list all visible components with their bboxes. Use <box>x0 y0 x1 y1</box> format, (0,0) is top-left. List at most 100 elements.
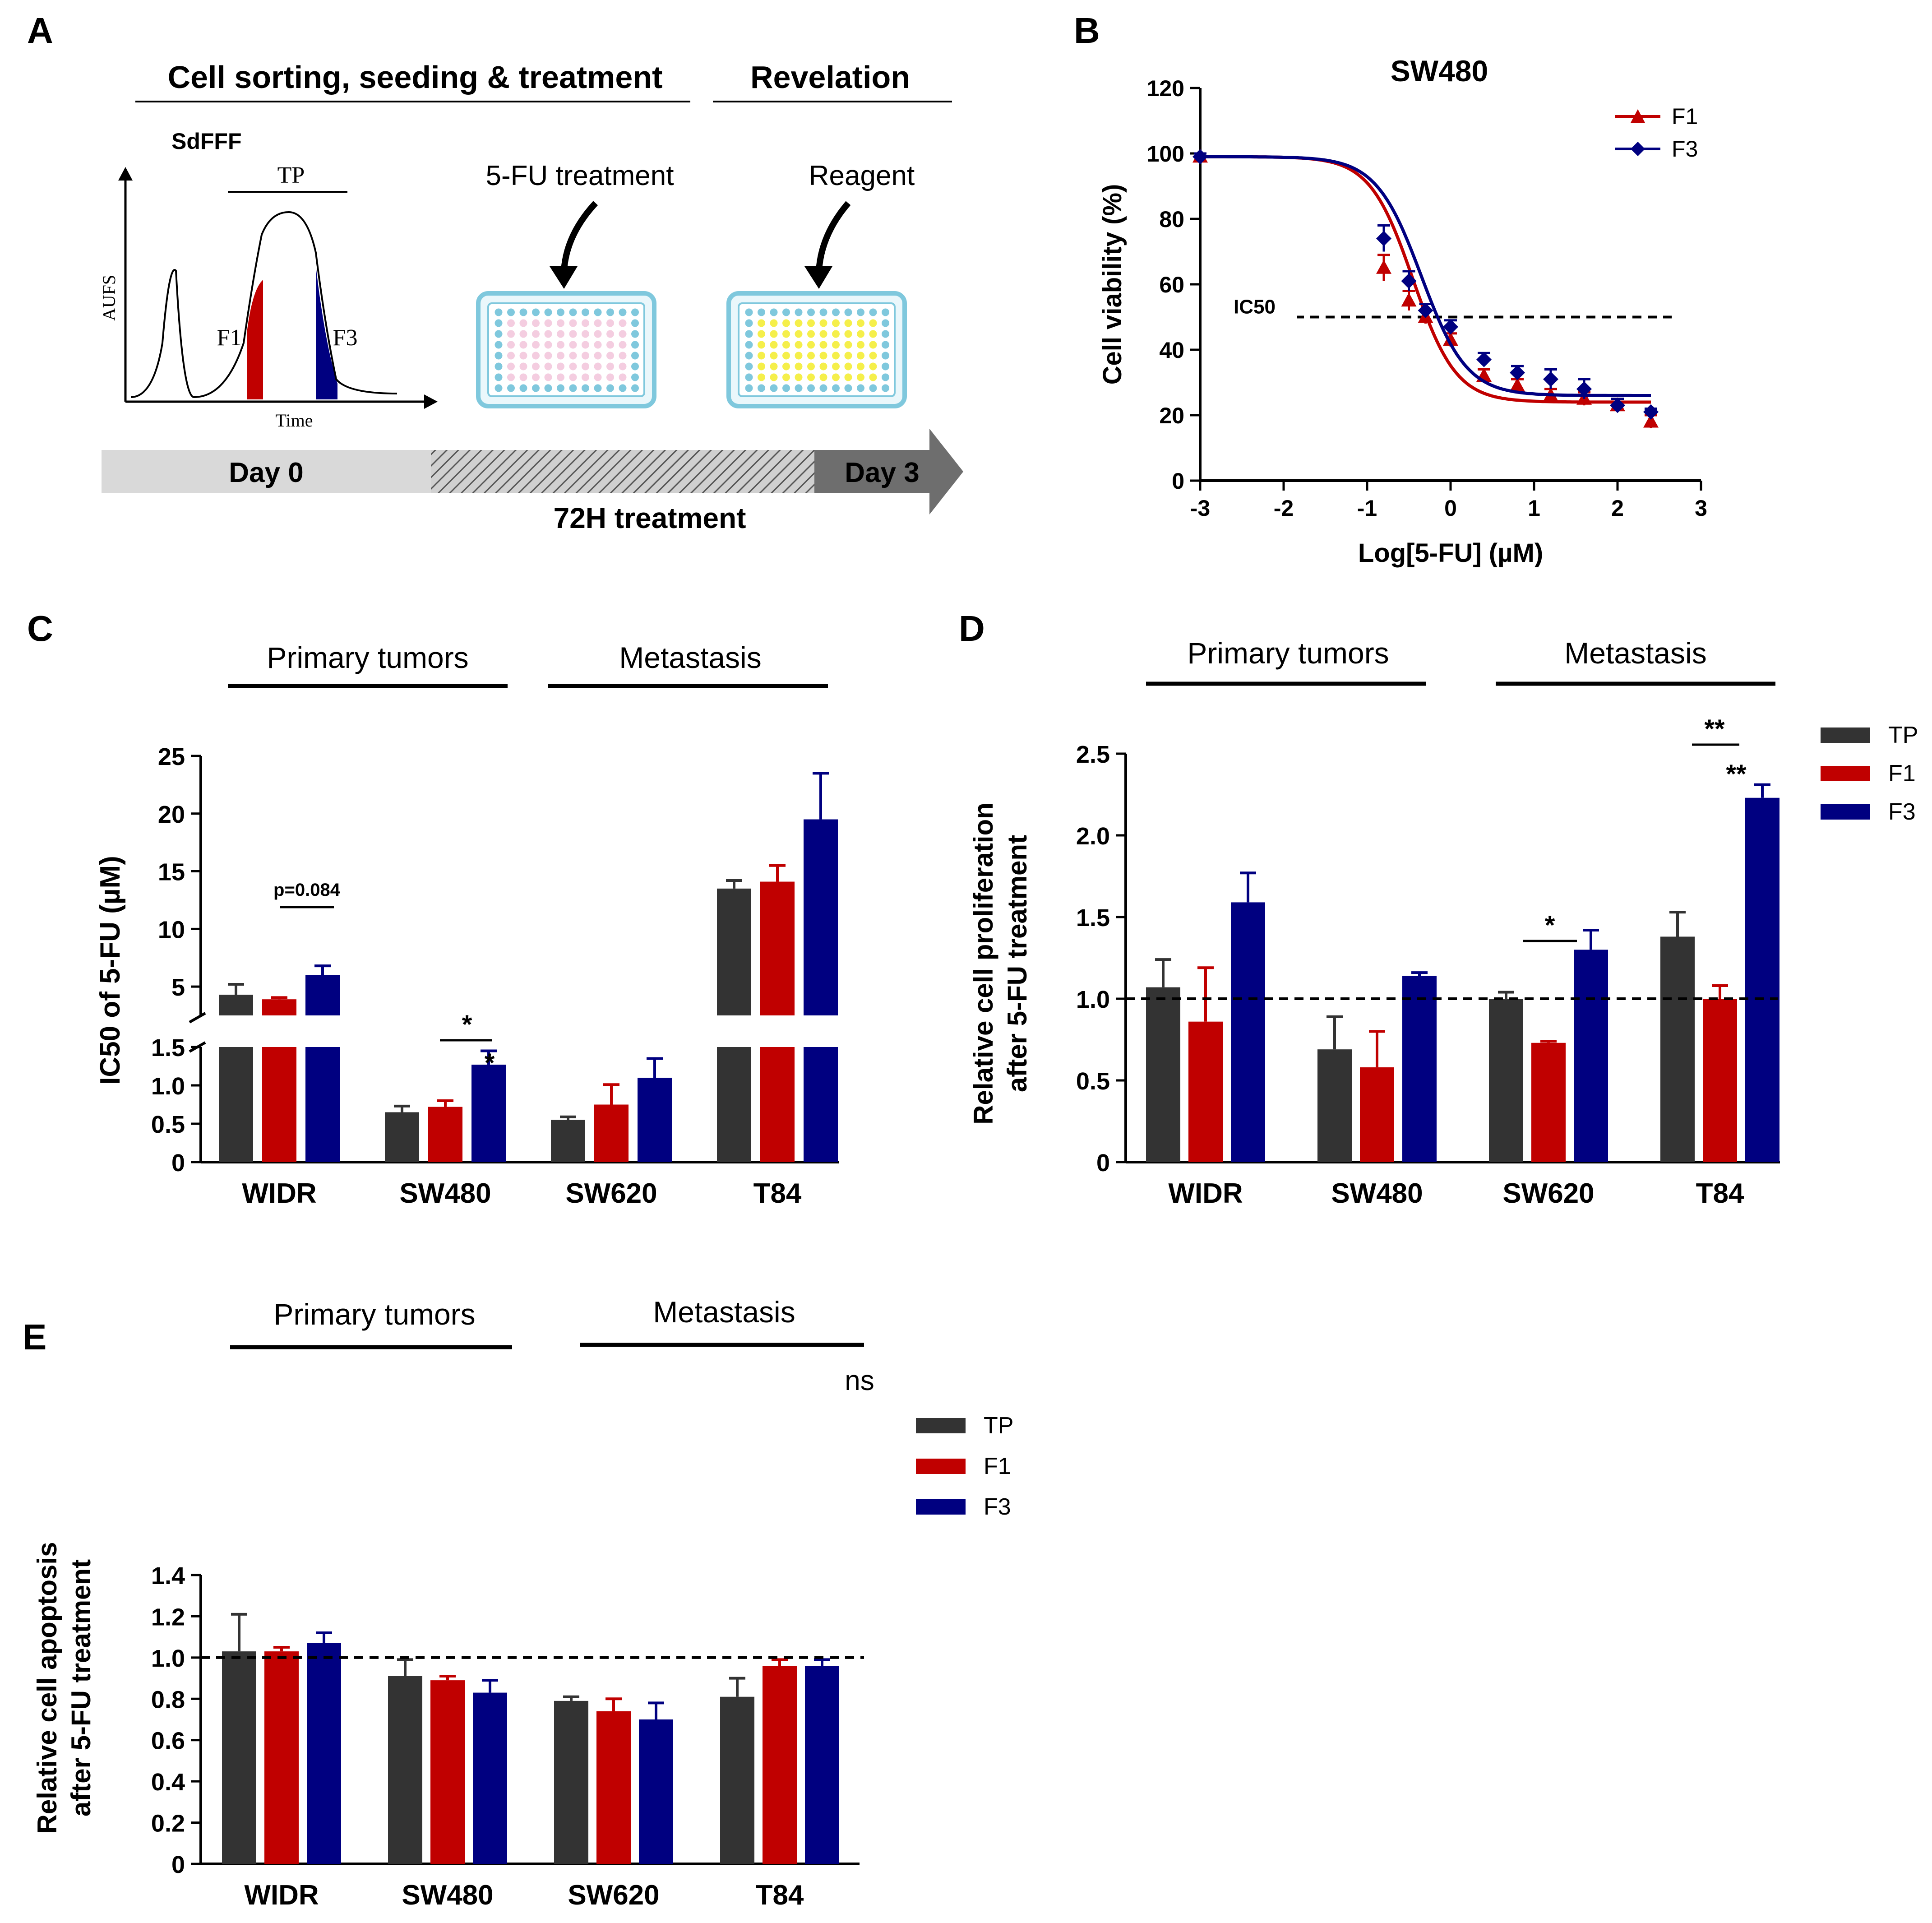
bar-f1-widr <box>264 1651 299 1864</box>
well <box>594 308 602 316</box>
well <box>519 373 527 381</box>
well <box>631 362 639 371</box>
panel-b-letter: B <box>1074 10 1100 51</box>
well <box>770 308 778 316</box>
well <box>844 319 852 327</box>
well <box>606 341 614 349</box>
fraction-f1-region <box>247 280 263 399</box>
y-tick-label: 1.5 <box>1076 904 1110 931</box>
bar-f1-lower <box>760 1047 795 1162</box>
well <box>569 384 577 392</box>
y-tick-label: 0 <box>171 1149 185 1177</box>
y-tick-label: 0 <box>171 1851 185 1878</box>
well <box>544 373 552 381</box>
bar-tp <box>385 1112 419 1162</box>
panel-a-header-left: Cell sorting, seeding & treatment <box>168 60 663 95</box>
well <box>582 352 589 360</box>
category-label-t84: T84 <box>753 1178 802 1209</box>
well <box>807 341 815 349</box>
well <box>869 384 877 392</box>
well <box>832 319 840 327</box>
well <box>519 362 527 371</box>
well <box>869 330 877 338</box>
bar-f1-t84 <box>763 1666 797 1864</box>
well <box>745 319 753 327</box>
well <box>519 319 527 327</box>
well <box>569 330 577 338</box>
well <box>519 352 527 360</box>
well <box>782 330 790 338</box>
timeline-hatched <box>431 450 814 493</box>
well <box>582 384 589 392</box>
well <box>569 352 577 360</box>
timeline-day3-arrow <box>814 429 963 514</box>
well <box>882 352 889 360</box>
x-tick-label: 0 <box>1444 496 1457 521</box>
well <box>795 352 803 360</box>
well <box>495 352 503 360</box>
x-tick-label: -2 <box>1274 496 1294 521</box>
well <box>869 352 877 360</box>
well <box>857 308 864 316</box>
fraction-f3-region <box>316 266 337 399</box>
y-tick-label: 20 <box>158 801 185 828</box>
well <box>532 319 540 327</box>
y-tick-label: 25 <box>158 743 185 770</box>
annotation-double-star: ** <box>1726 760 1747 789</box>
well <box>770 384 778 392</box>
annotation-star: * <box>485 1048 495 1078</box>
bar-f1-t84 <box>1703 999 1737 1162</box>
duration-label: 72H treatment <box>554 502 746 534</box>
well <box>782 352 790 360</box>
y-tick-label: 1.5 <box>151 1034 185 1061</box>
panel-e-ylabel-line1: Relative cell apoptosis <box>32 1542 62 1834</box>
well <box>532 352 540 360</box>
x-tick-label: -3 <box>1190 496 1210 521</box>
bar-f3-t84 <box>1745 797 1779 1162</box>
well <box>832 330 840 338</box>
bar-f3-upper <box>804 819 838 1015</box>
well <box>770 362 778 371</box>
category-label-sw480: SW480 <box>1331 1178 1423 1209</box>
category-label-widr: WIDR <box>242 1178 316 1209</box>
annotation-star: * <box>1545 911 1555 940</box>
y-axis-arrow <box>118 167 133 181</box>
well <box>569 341 577 349</box>
panel-b-xlabel: Log[5-FU] (µM) <box>1358 538 1543 568</box>
x-tick-label: 2 <box>1611 496 1624 521</box>
well <box>819 330 827 338</box>
y-tick-label: 1.4 <box>151 1562 185 1589</box>
well <box>519 330 527 338</box>
x-axis-arrow <box>424 394 438 409</box>
well <box>532 384 540 392</box>
well <box>557 330 564 338</box>
treatment-arrow <box>561 201 598 271</box>
panel-c-letter: C <box>27 608 53 649</box>
well <box>795 362 803 371</box>
data-point-f3 <box>1543 371 1558 387</box>
y-tick-label: 0.5 <box>151 1111 185 1138</box>
well <box>507 352 515 360</box>
well <box>795 319 803 327</box>
panel-e-ylabel-line2: after 5-FU treatment <box>66 1559 96 1816</box>
well <box>782 308 790 316</box>
data-point-f3 <box>1476 352 1492 367</box>
bar-tp-t84 <box>720 1696 754 1864</box>
well <box>544 319 552 327</box>
well <box>569 362 577 371</box>
well <box>758 330 765 338</box>
ic50-label: IC50 <box>1234 296 1276 318</box>
well <box>857 352 864 360</box>
time-label: Time <box>275 410 313 431</box>
tp-label: TP <box>277 162 305 188</box>
y-tick-label: 1.2 <box>151 1603 185 1631</box>
panel-d-bar-chart: D Primary tumors Metastasis Relative cel… <box>959 608 1918 1209</box>
sdfff-label: SdFFF <box>171 129 242 154</box>
legend-swatch-tp <box>916 1418 966 1433</box>
well <box>745 362 753 371</box>
well <box>844 362 852 371</box>
well <box>619 384 627 392</box>
well <box>795 384 803 392</box>
day3-label: Day 3 <box>845 457 919 488</box>
well <box>557 308 564 316</box>
